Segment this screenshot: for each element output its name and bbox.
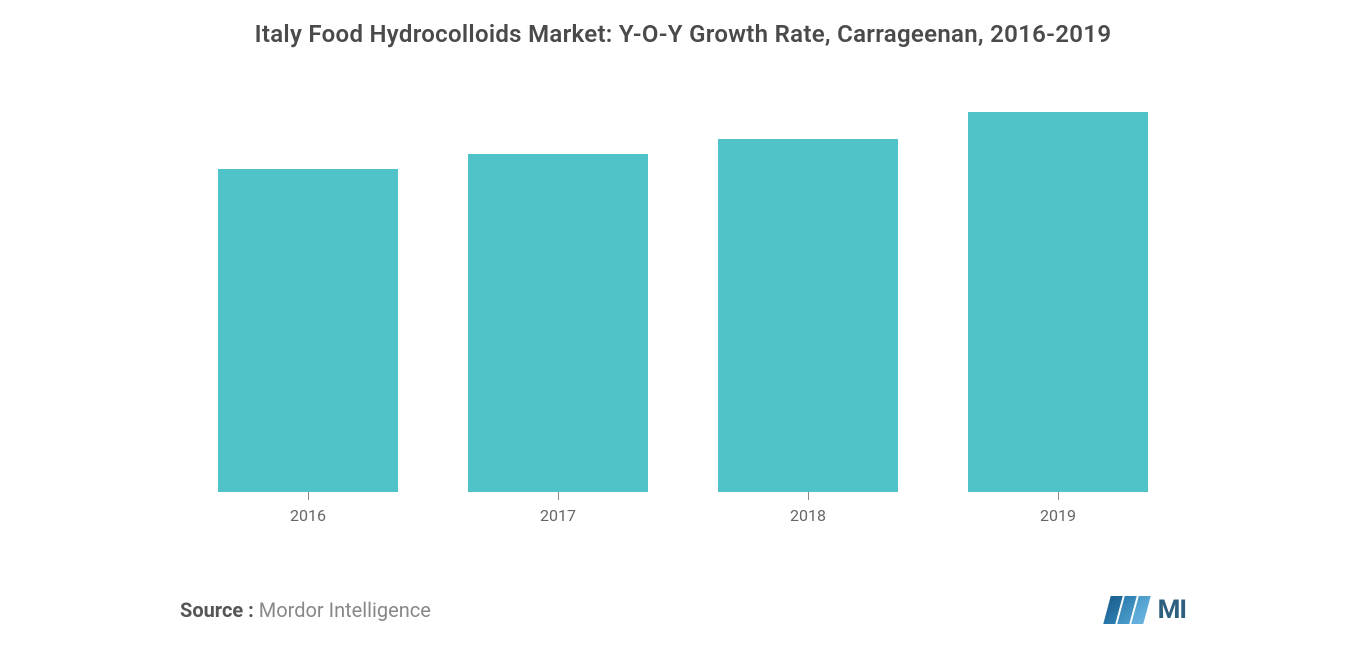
tick-mark — [558, 492, 559, 500]
plot-area: 2016 2017 2018 2019 — [60, 98, 1306, 525]
x-axis-label: 2018 — [790, 506, 826, 525]
tick-mark — [1058, 492, 1059, 500]
chart-title: Italy Food Hydrocolloids Market: Y-O-Y G… — [60, 20, 1306, 48]
logo-text: MI — [1158, 595, 1186, 625]
bar-group-2019: 2019 — [968, 112, 1148, 525]
tick-mark — [808, 492, 809, 500]
bar-group-2016: 2016 — [218, 169, 398, 525]
chart-container: Italy Food Hydrocolloids Market: Y-O-Y G… — [0, 0, 1366, 655]
x-axis-label: 2019 — [1040, 506, 1076, 525]
bar-group-2018: 2018 — [718, 139, 898, 525]
x-axis-label: 2017 — [540, 506, 576, 525]
logo-bars-icon — [1107, 596, 1147, 624]
x-axis-label: 2016 — [290, 506, 326, 525]
bar-2016 — [218, 169, 398, 492]
source-value: Mordor Intelligence — [259, 598, 431, 622]
bar-2018 — [718, 139, 898, 492]
source-text: Source : Mordor Intelligence — [180, 598, 431, 622]
bar-group-2017: 2017 — [468, 154, 648, 525]
tick-mark — [308, 492, 309, 500]
bar-2019 — [968, 112, 1148, 492]
source-label: Source : — [180, 598, 254, 622]
bar-2017 — [468, 154, 648, 492]
brand-logo: MI — [1107, 595, 1186, 625]
source-row: Source : Mordor Intelligence MI — [60, 595, 1306, 625]
